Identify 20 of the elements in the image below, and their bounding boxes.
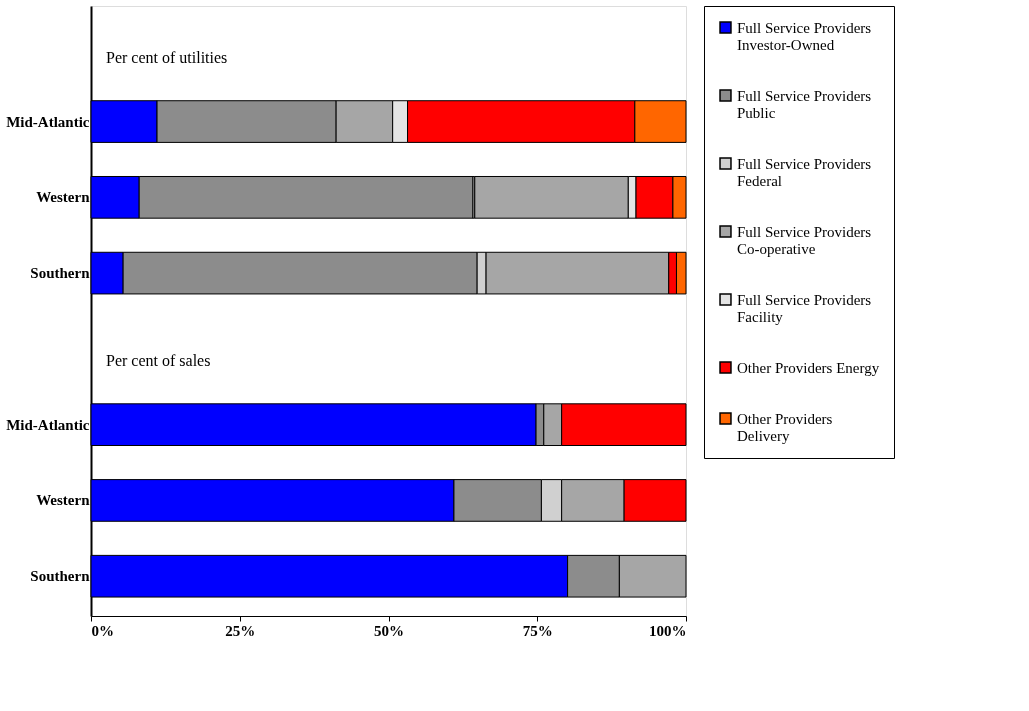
- x-tick-label: 0%: [91, 622, 114, 639]
- legend-label: Other Providers Energy: [737, 359, 880, 376]
- legend-label: Full Service Providers Public: [737, 87, 872, 121]
- y-tick-label: Southern: [30, 265, 91, 282]
- legend-label: Full Service Providers Federal: [737, 155, 872, 189]
- y-tick-label: Southern: [30, 568, 91, 585]
- legend-label: Full Service Providers Facility: [737, 291, 872, 325]
- y-tick-label: Western: [36, 189, 91, 206]
- x-tick-label: 75%: [522, 622, 553, 639]
- x-tick-label: 25%: [225, 622, 256, 639]
- legend-label: Full Service Providers Co-operative: [737, 223, 872, 257]
- x-tick-label: 100%: [649, 622, 687, 639]
- y-tick-label: Mid-Atlantic: [6, 113, 90, 130]
- y-tick-label: Mid-Atlantic: [6, 416, 90, 433]
- annotation: Per cent of sales: [106, 351, 211, 369]
- y-tick-label: Western: [36, 492, 91, 509]
- x-tick-label: 50%: [374, 622, 404, 639]
- legend-label: Full Service Providers Investor-Owned: [737, 19, 872, 53]
- annotation: Per cent of utilities: [106, 48, 228, 66]
- legend-label: Other Providers Delivery: [737, 410, 833, 444]
